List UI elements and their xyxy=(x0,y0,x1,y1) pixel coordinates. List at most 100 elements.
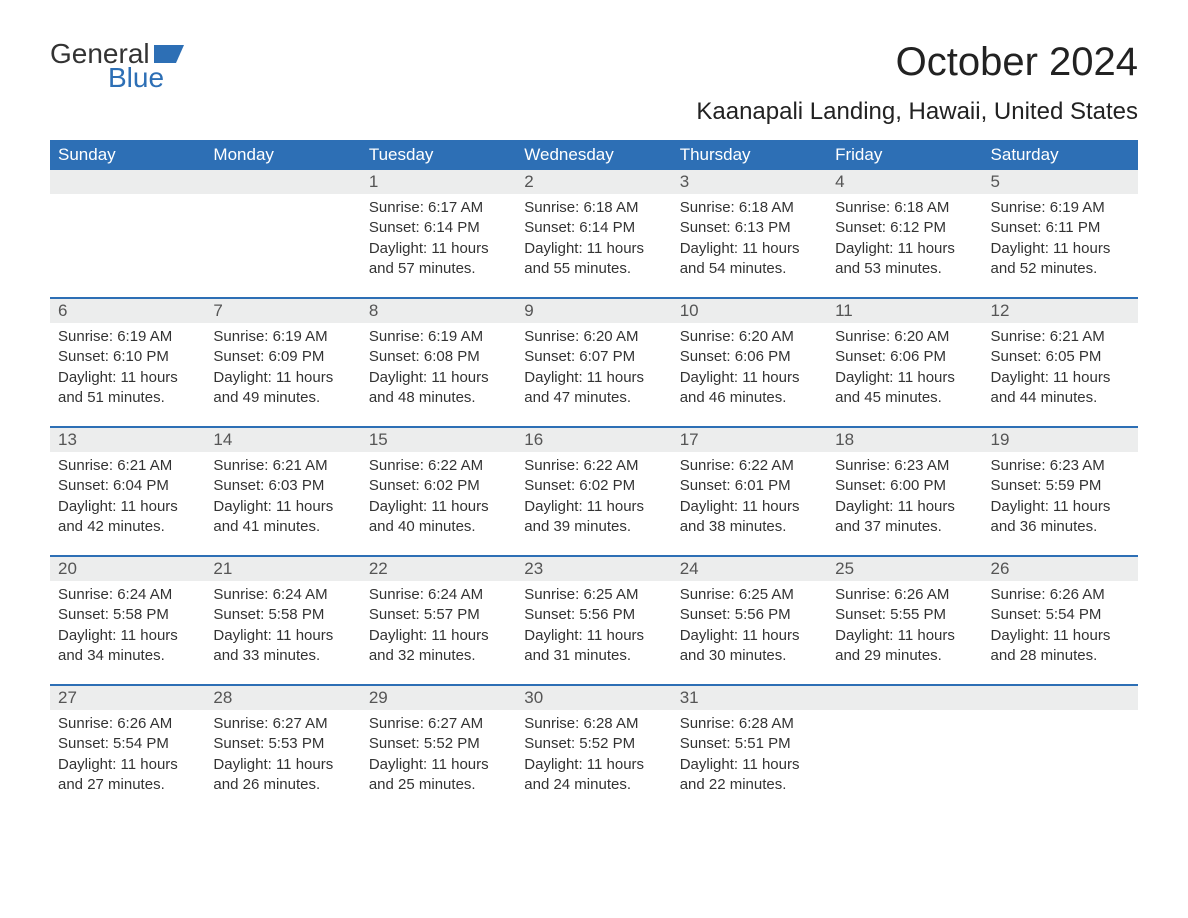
daylight-text: Daylight: 11 hours and 49 minutes. xyxy=(213,368,352,409)
sunset-text: Sunset: 5:57 PM xyxy=(369,605,508,625)
day-cell: 14 Sunrise: 6:21 AMSunset: 6:03 PMDayligh… xyxy=(205,428,360,555)
sunset-text: Sunset: 6:12 PM xyxy=(835,218,974,238)
day-cell: 15Sunrise: 6:22 AMSunset: 6:02 PMDayligh… xyxy=(361,428,516,555)
sunrise-text: Sunrise: 6:26 AM xyxy=(835,585,974,605)
day-cell: 30Sunrise: 6:28 AMSunset: 5:52 PMDayligh… xyxy=(516,686,671,813)
sunset-text: Sunset: 6:11 PM xyxy=(991,218,1130,238)
day-cell: 9Sunrise: 6:20 AMSunset: 6:07 PMDaylight… xyxy=(516,299,671,426)
day-body: Sunrise: 6:25 AMSunset: 5:56 PMDaylight:… xyxy=(516,585,671,666)
day-body: Sunrise: 6:23 AMSunset: 5:59 PMDaylight:… xyxy=(983,456,1138,537)
day-number: 7 xyxy=(205,299,360,323)
day-number: 22 xyxy=(361,557,516,581)
day-number: 18 xyxy=(827,428,982,452)
day-body: Sunrise: 6:21 AMSunset: 6:03 PMDaylight:… xyxy=(205,456,360,537)
sunset-text: Sunset: 6:06 PM xyxy=(835,347,974,367)
sunrise-text: Sunrise: 6:20 AM xyxy=(835,327,974,347)
day-cell: 20Sunrise: 6:24 AMSunset: 5:58 PMDayligh… xyxy=(50,557,205,684)
daylight-text: Daylight: 11 hours and 39 minutes. xyxy=(524,497,663,538)
sunrise-text: Sunrise: 6:22 AM xyxy=(524,456,663,476)
day-cell: 5Sunrise: 6:19 AMSunset: 6:11 PMDaylight… xyxy=(983,170,1138,297)
sunrise-text: Sunrise: 6:23 AM xyxy=(991,456,1130,476)
day-cell: 19Sunrise: 6:23 AMSunset: 5:59 PMDayligh… xyxy=(983,428,1138,555)
day-number: 2 xyxy=(516,170,671,194)
day-body: Sunrise: 6:21 AMSunset: 6:04 PMDaylight:… xyxy=(50,456,205,537)
day-cell: 29 Sunrise: 6:27 AMSunset: 5:52 PMDayligh… xyxy=(361,686,516,813)
day-body: Sunrise: 6:19 AMSunset: 6:10 PMDaylight:… xyxy=(50,327,205,408)
day-cell: 12Sunrise: 6:21 AMSunset: 6:05 PMDayligh… xyxy=(983,299,1138,426)
sunrise-text: Sunrise: 6:26 AM xyxy=(58,714,197,734)
sunset-text: Sunset: 6:09 PM xyxy=(213,347,352,367)
day-cell xyxy=(50,170,205,297)
sunset-text: Sunset: 6:02 PM xyxy=(369,476,508,496)
week-row: 6Sunrise: 6:19 AMSunset: 6:10 PMDaylight… xyxy=(50,297,1138,426)
sunset-text: Sunset: 6:06 PM xyxy=(680,347,819,367)
day-number xyxy=(205,170,360,194)
sunset-text: Sunset: 6:04 PM xyxy=(58,476,197,496)
sunset-text: Sunset: 5:56 PM xyxy=(680,605,819,625)
day-body: Sunrise: 6:27 AMSunset: 5:52 PMDaylight:… xyxy=(361,714,516,795)
day-number: 4 xyxy=(827,170,982,194)
daylight-text: Daylight: 11 hours and 57 minutes. xyxy=(369,239,508,280)
sunrise-text: Sunrise: 6:28 AM xyxy=(524,714,663,734)
page-title: October 2024 xyxy=(896,40,1138,85)
sunrise-text: Sunrise: 6:26 AM xyxy=(991,585,1130,605)
daylight-text: Daylight: 11 hours and 22 minutes. xyxy=(680,755,819,796)
calendar: Sunday Monday Tuesday Wednesday Thursday… xyxy=(50,140,1138,813)
daylight-text: Daylight: 11 hours and 44 minutes. xyxy=(991,368,1130,409)
day-body: Sunrise: 6:28 AMSunset: 5:51 PMDaylight:… xyxy=(672,714,827,795)
sunrise-text: Sunrise: 6:24 AM xyxy=(58,585,197,605)
day-body: Sunrise: 6:17 AMSunset: 6:14 PMDaylight:… xyxy=(361,198,516,279)
day-header: Wednesday xyxy=(516,140,671,170)
sunrise-text: Sunrise: 6:21 AM xyxy=(213,456,352,476)
daylight-text: Daylight: 11 hours and 55 minutes. xyxy=(524,239,663,280)
week-row: 1Sunrise: 6:17 AMSunset: 6:14 PMDaylight… xyxy=(50,170,1138,297)
day-cell: 4Sunrise: 6:18 AMSunset: 6:12 PMDaylight… xyxy=(827,170,982,297)
day-header: Monday xyxy=(205,140,360,170)
sunset-text: Sunset: 6:01 PM xyxy=(680,476,819,496)
daylight-text: Daylight: 11 hours and 51 minutes. xyxy=(58,368,197,409)
week-row: 27 Sunrise: 6:26 AMSunset: 5:54 PMDayligh… xyxy=(50,684,1138,813)
day-body: Sunrise: 6:26 AMSunset: 5:54 PMDaylight:… xyxy=(50,714,205,795)
day-cell: 28Sunrise: 6:27 AMSunset: 5:53 PMDayligh… xyxy=(205,686,360,813)
sunset-text: Sunset: 6:13 PM xyxy=(680,218,819,238)
day-cell: 17Sunrise: 6:22 AMSunset: 6:01 PMDayligh… xyxy=(672,428,827,555)
daylight-text: Daylight: 11 hours and 40 minutes. xyxy=(369,497,508,538)
day-cell: 8Sunrise: 6:19 AMSunset: 6:08 PMDaylight… xyxy=(361,299,516,426)
sunrise-text: Sunrise: 6:24 AM xyxy=(369,585,508,605)
day-number: 11 xyxy=(827,299,982,323)
daylight-text: Daylight: 11 hours and 24 minutes. xyxy=(524,755,663,796)
day-number xyxy=(827,686,982,710)
daylight-text: Daylight: 11 hours and 46 minutes. xyxy=(680,368,819,409)
day-number: 14 xyxy=(205,428,360,452)
day-body: Sunrise: 6:24 AMSunset: 5:58 PMDaylight:… xyxy=(205,585,360,666)
day-cell: 2Sunrise: 6:18 AMSunset: 6:14 PMDaylight… xyxy=(516,170,671,297)
day-number: 31 xyxy=(672,686,827,710)
day-body: Sunrise: 6:22 AMSunset: 6:01 PMDaylight:… xyxy=(672,456,827,537)
day-cell: 13 Sunrise: 6:21 AMSunset: 6:04 PMDayligh… xyxy=(50,428,205,555)
week-row: 20Sunrise: 6:24 AMSunset: 5:58 PMDayligh… xyxy=(50,555,1138,684)
day-number: 3 xyxy=(672,170,827,194)
sunset-text: Sunset: 5:58 PM xyxy=(213,605,352,625)
daylight-text: Daylight: 11 hours and 34 minutes. xyxy=(58,626,197,667)
day-body: Sunrise: 6:25 AMSunset: 5:56 PMDaylight:… xyxy=(672,585,827,666)
day-number: 27 xyxy=(50,686,205,710)
brand-logo: General Blue xyxy=(50,40,184,92)
sunrise-text: Sunrise: 6:27 AM xyxy=(213,714,352,734)
day-body: Sunrise: 6:24 AMSunset: 5:58 PMDaylight:… xyxy=(50,585,205,666)
sunset-text: Sunset: 6:00 PM xyxy=(835,476,974,496)
day-number: 29 xyxy=(361,686,516,710)
day-number: 30 xyxy=(516,686,671,710)
flag-icon xyxy=(154,45,184,63)
sunrise-text: Sunrise: 6:21 AM xyxy=(58,456,197,476)
day-cell: 22Sunrise: 6:24 AMSunset: 5:57 PMDayligh… xyxy=(361,557,516,684)
sunrise-text: Sunrise: 6:24 AM xyxy=(213,585,352,605)
day-cell: 7Sunrise: 6:19 AMSunset: 6:09 PMDaylight… xyxy=(205,299,360,426)
day-number: 13 xyxy=(50,428,205,452)
sunrise-text: Sunrise: 6:25 AM xyxy=(524,585,663,605)
sunset-text: Sunset: 6:05 PM xyxy=(991,347,1130,367)
sunrise-text: Sunrise: 6:22 AM xyxy=(680,456,819,476)
day-number: 28 xyxy=(205,686,360,710)
daylight-text: Daylight: 11 hours and 37 minutes. xyxy=(835,497,974,538)
sunrise-text: Sunrise: 6:25 AM xyxy=(680,585,819,605)
day-number: 23 xyxy=(516,557,671,581)
